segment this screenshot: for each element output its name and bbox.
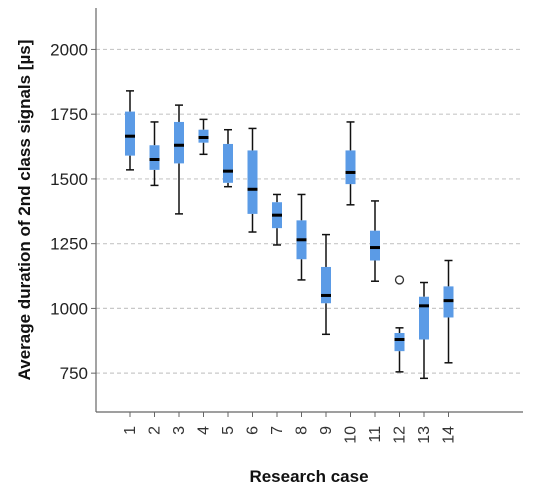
x-tick-label-2: 2 (147, 426, 164, 435)
y-tick-label-2000: 2000 (50, 40, 88, 59)
x-tick-label-3: 3 (171, 426, 188, 435)
box-10 (345, 150, 356, 185)
x-tick-label-14: 14 (441, 426, 458, 444)
x-tick-label-4: 4 (196, 426, 213, 435)
outlier-12-0 (394, 275, 405, 285)
y-tick-label-1000: 1000 (50, 299, 88, 318)
box-12 (394, 333, 405, 352)
y-tick-label-1250: 1250 (50, 235, 88, 254)
box-3 (174, 121, 184, 164)
box-11 (370, 230, 380, 261)
y-tick-label-750: 750 (60, 364, 88, 383)
box-5 (223, 143, 233, 183)
x-tick-label-1: 1 (122, 426, 139, 435)
box-2 (149, 145, 160, 170)
x-tick-label-12: 12 (392, 426, 409, 444)
box-13 (419, 296, 429, 340)
x-tick-label-8: 8 (294, 426, 311, 435)
y-tick-label-1500: 1500 (50, 170, 88, 189)
x-axis-label: Research case (249, 467, 368, 486)
box-1 (125, 111, 135, 156)
y-ticks: 750 1000 1250 1500 1750 2000 (50, 40, 96, 383)
y-axis-label: Average duration of 2nd class signals [µ… (15, 40, 34, 381)
x-tick-label-5: 5 (220, 426, 237, 435)
x-tick-label-13: 13 (416, 426, 433, 444)
y-tick-label-1750: 1750 (50, 105, 88, 124)
x-tick-label-9: 9 (318, 426, 335, 435)
x-tick-label-11: 11 (367, 426, 384, 443)
axes (95, 8, 523, 413)
box-9 (321, 266, 331, 304)
x-tick-label-10: 10 (343, 426, 360, 444)
box-6 (247, 150, 258, 214)
x-ticks: 1 2 3 4 5 6 7 8 9 10 11 12 13 14 (122, 412, 458, 444)
grid-lines (96, 48, 523, 374)
x-tick-label-6: 6 (245, 426, 262, 435)
x-tick-label-7: 7 (269, 426, 286, 435)
boxes (125, 90, 454, 380)
